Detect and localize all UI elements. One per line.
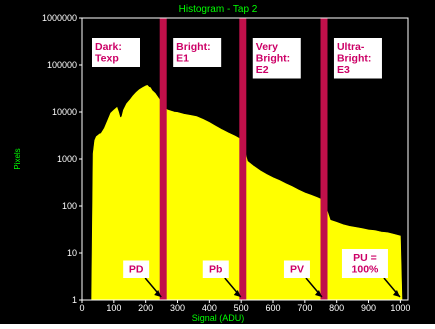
y-tick-label: 100 (62, 201, 77, 211)
region-label-2: Bright:E1 (173, 38, 222, 67)
x-tick-label: 1000 (390, 303, 410, 313)
region-divider-1 (159, 18, 167, 300)
region-label-box (92, 38, 140, 67)
y-tick-label: 1000000 (42, 13, 77, 23)
x-tick-label: 300 (170, 303, 185, 313)
x-tick-label: 600 (266, 303, 281, 313)
marker-arrowhead (154, 290, 162, 297)
marker-label-line: 100% (352, 264, 380, 276)
y-tick-label: 1000 (57, 154, 77, 164)
x-tick-label: 0 (79, 303, 84, 313)
region-label-1: Dark:Texp (92, 38, 140, 67)
marker-box (123, 260, 150, 278)
marker-1: PD (123, 260, 162, 298)
region-label-line: Ultra- (337, 41, 365, 53)
y-tick-label: 10000 (52, 107, 77, 117)
x-tick-label: 700 (297, 303, 312, 313)
marker-4: PU =100% (341, 249, 401, 298)
region-label-line: E3 (337, 64, 350, 76)
marker-label-line: PU = (353, 252, 377, 264)
region-label-line: Texp (95, 53, 119, 65)
x-tick-label: 500 (234, 303, 249, 313)
y-tick-label: 10 (67, 248, 77, 258)
y-tick-label: 1 (72, 295, 77, 305)
marker-box (283, 260, 310, 278)
chart-title: Histogram - Tap 2 (179, 4, 258, 15)
region-divider-3 (320, 18, 328, 300)
x-tick-label: 200 (138, 303, 153, 313)
x-tick-label: 400 (202, 303, 217, 313)
marker-label-line: PD (129, 264, 144, 276)
region-label-box (333, 38, 382, 79)
region-label-line: Bright: (337, 53, 371, 65)
axes: 1 10 100 1000 10000 100000 1000000 0 100 200 300 40… (42, 13, 410, 313)
x-axis-label: Signal (ADU) (192, 313, 245, 323)
marker-box (202, 260, 229, 278)
y-tick-label: 100000 (47, 60, 77, 70)
marker-arrowhead (392, 290, 400, 297)
region-label-line: Bright: (176, 41, 210, 53)
marker-label-line: Pb (209, 264, 222, 276)
marker-label-line: PV (290, 264, 304, 276)
marker-2: Pb (202, 260, 242, 298)
x-tick-label: 800 (329, 303, 344, 313)
region-label-line: E1 (176, 53, 189, 65)
x-tick-label: 100 (106, 303, 121, 313)
region-label-line: Very (256, 41, 278, 53)
region-divider-2 (239, 18, 247, 300)
region-label-box (173, 38, 222, 67)
marker-arrowhead (314, 290, 322, 297)
region-label-line: Bright: (256, 53, 290, 65)
region-label-line: Dark: (95, 41, 122, 53)
y-axis-label: Pixels (13, 148, 22, 169)
marker-3: PV (283, 260, 323, 298)
marker-arrowhead (233, 290, 241, 297)
annotations: Dark:TexpBright:E1VeryBright:E2Ultra-Bri… (92, 38, 401, 298)
region-label-box (252, 38, 301, 79)
region-label-line: E2 (256, 64, 269, 76)
region-label-4: Ultra-Bright:E3 (333, 38, 382, 79)
marker-box (341, 249, 388, 278)
x-tick-label: 900 (361, 303, 376, 313)
